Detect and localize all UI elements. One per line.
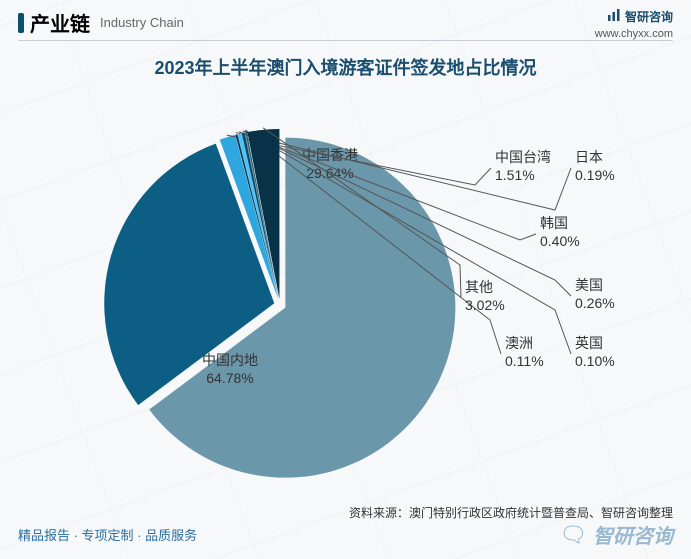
slice-value-jp: 0.19% <box>575 167 615 183</box>
chart-title: 2023年上半年澳门入境游客证件签发地占比情况 <box>0 54 691 80</box>
slice-value-us: 0.26% <box>575 295 615 311</box>
slice-value-other: 3.02% <box>465 297 505 313</box>
slice-value-tw: 1.51% <box>495 167 535 183</box>
brand-row: 智研咨询 <box>595 8 673 27</box>
slice-value-kr: 0.40% <box>540 233 580 249</box>
header-divider <box>18 40 673 41</box>
footer-watermark: 🗨 智研咨询 <box>559 520 673 549</box>
slice-value-au: 0.11% <box>505 353 544 369</box>
footer: 精品报告 · 专项定制 · 品质服务 🗨 智研咨询 <box>18 520 673 549</box>
header-left: 产业链 Industry Chain <box>18 8 184 37</box>
slice-label-tw: 中国台湾 <box>495 149 551 165</box>
slice-label-au: 澳洲 <box>505 335 533 351</box>
footer-left: 精品报告 · 专项定制 · 品质服务 <box>18 525 197 544</box>
header-title-en: Industry Chain <box>100 15 184 30</box>
watermark-text: 智研咨询 <box>593 520 673 549</box>
header-right: 智研咨询 www.chyxx.com <box>595 8 673 41</box>
slice-label-uk: 英国 <box>575 335 603 351</box>
header: 产业链 Industry Chain 智研咨询 www.chyxx.com <box>18 8 673 41</box>
slice-label-jp: 日本 <box>575 149 603 165</box>
brand-name: 智研咨询 <box>625 10 673 26</box>
slice-label-mainland: 中国内地 <box>202 352 258 368</box>
slice-label-kr: 韩国 <box>540 215 568 231</box>
speech-bubble-icon: 🗨 <box>559 522 587 548</box>
slice-value-uk: 0.10% <box>575 353 615 369</box>
bars-icon <box>607 8 621 27</box>
header-bullet <box>18 13 24 33</box>
slice-label-other: 其他 <box>465 279 493 295</box>
source-text: 资料来源：澳门特别行政区政府统计暨普查局、智研咨询整理 <box>349 504 673 521</box>
slice-label-us: 美国 <box>575 277 603 293</box>
brand-url: www.chyxx.com <box>595 27 673 41</box>
pie-chart: 中国内地64.78%中国香港29.64%中国台湾1.51%日本0.19%韩国0.… <box>0 90 691 490</box>
slice-value-mainland: 64.78% <box>206 370 253 386</box>
header-title-cn: 产业链 <box>30 8 90 37</box>
